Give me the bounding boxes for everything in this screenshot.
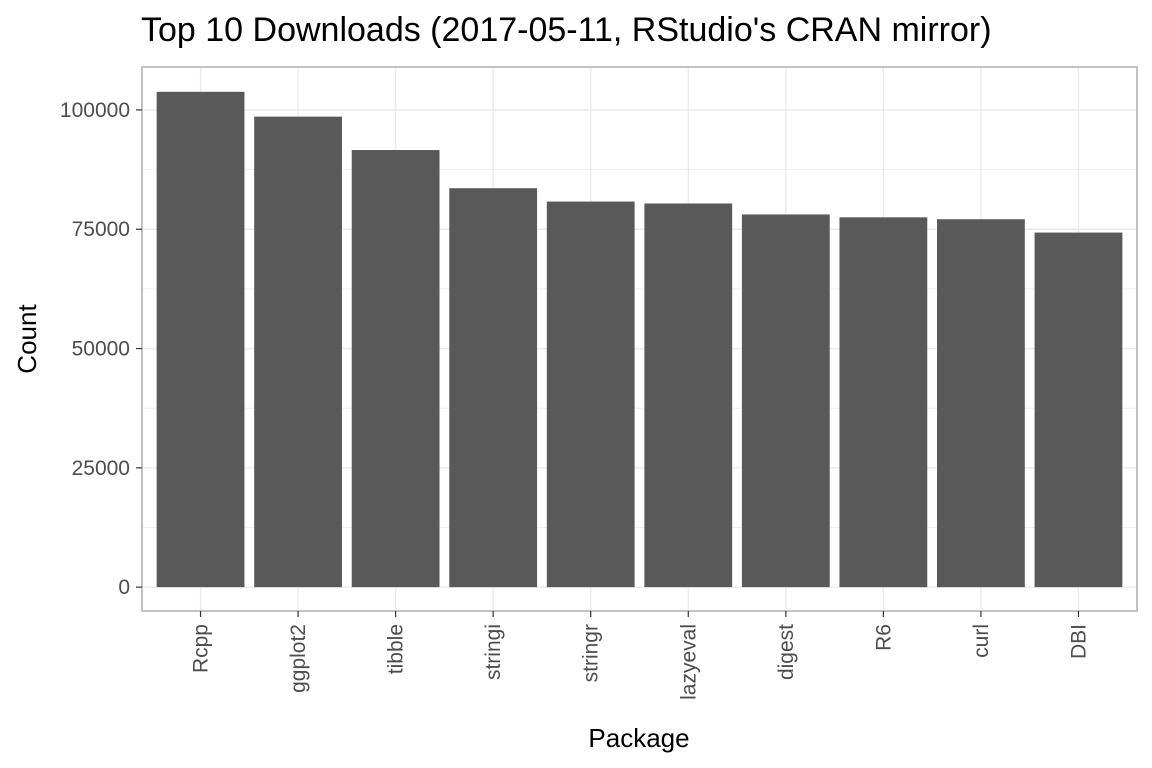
y-tick-label: 0 [118, 576, 130, 599]
bar-ggplot2 [254, 116, 342, 588]
bar-lazyeval [644, 203, 733, 588]
x-tick-label: lazyeval [677, 624, 700, 700]
x-tick-label: DBI [1067, 624, 1090, 659]
y-tick-label: 25000 [72, 457, 130, 480]
x-tick-label: R6 [872, 624, 895, 651]
x-tick-label: curl [970, 624, 993, 658]
bar-digest [741, 214, 830, 588]
bar-Rcpp [156, 91, 245, 588]
x-tick-label: Rcpp [190, 624, 213, 673]
y-tick-label: 75000 [72, 218, 130, 241]
x-tick-label: ggplot2 [287, 624, 310, 693]
x-tick-label: stringi [482, 624, 505, 680]
x-tick-label: digest [775, 624, 798, 680]
bar-curl [937, 219, 1025, 588]
panel-border [141, 66, 1138, 612]
chart-title: Top 10 Downloads (2017-05-11, RStudio's … [141, 11, 992, 49]
y-tick-label: 50000 [72, 338, 130, 361]
bars [156, 91, 1123, 588]
x-axis-title: Package [588, 723, 689, 753]
y-tick-label: 100000 [60, 99, 130, 122]
x-tick-label: stringr [580, 624, 603, 682]
bar-tibble [351, 150, 440, 588]
y-axis: 0 25000 50000 75000 100000 [60, 99, 142, 599]
bar-DBI [1034, 232, 1123, 588]
x-tick-label: tibble [385, 624, 408, 674]
x-axis: Rcpp ggplot2 tibble stringi stringr lazyeval d… [190, 611, 1090, 700]
bar-stringr [546, 201, 635, 588]
bar-stringi [449, 188, 538, 588]
bar-R6 [839, 217, 928, 588]
y-axis-title: Count [12, 304, 42, 374]
